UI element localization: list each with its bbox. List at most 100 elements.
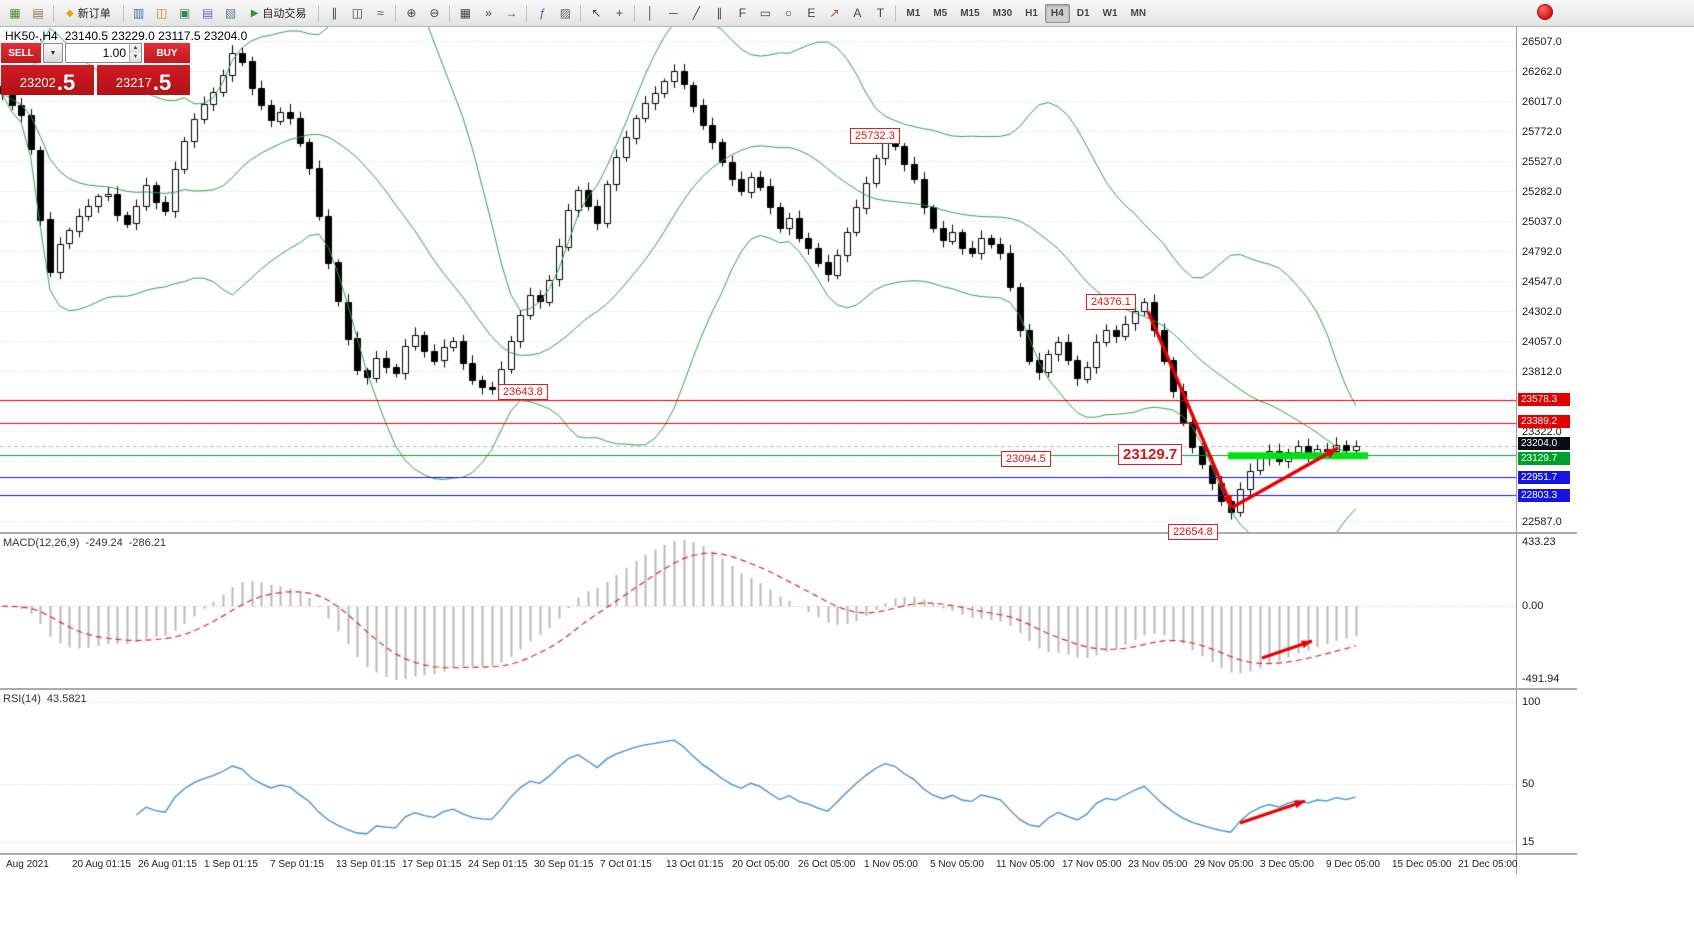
timeframe-button-m5[interactable]: M5: [933, 7, 948, 19]
text-icon[interactable]: A: [853, 6, 862, 20]
chevron-down-icon: ▼: [49, 49, 57, 57]
price-axis-label: 26017.0: [1522, 95, 1562, 108]
price-axis-label: 24302.0: [1522, 306, 1562, 319]
tile-windows-icon[interactable]: ▦: [459, 6, 472, 20]
toolbar-separator: [449, 4, 451, 22]
main-chart-canvas[interactable]: [0, 27, 1516, 532]
timeframe-button-m1[interactable]: M1: [906, 7, 921, 19]
chart-title: HK50-,H4 23140.5 23229.0 23117.5 23204.0: [5, 29, 254, 43]
time-axis-label: 1 Nov 05:00: [864, 859, 918, 870]
toolbar-separator: [53, 4, 54, 22]
autotrading-button[interactable]: ▶ 自动交易: [243, 2, 315, 24]
time-axis-label: 7 Sep 01:15: [270, 859, 324, 870]
price-axis-label: 23812.0: [1522, 366, 1562, 379]
arrows-icon[interactable]: ↗: [829, 6, 840, 20]
panel-separator[interactable]: [0, 688, 1577, 690]
zoom-in-icon[interactable]: ⊕: [406, 6, 417, 20]
macd-panel-canvas[interactable]: [0, 534, 1516, 688]
vertical-line-icon[interactable]: │: [646, 6, 655, 20]
candlestick-chart-icon[interactable]: ◫: [351, 6, 364, 20]
timeframe-button-w1[interactable]: W1: [1102, 7, 1118, 19]
time-axis-label: 17 Sep 01:15: [402, 859, 462, 870]
order-type-dropdown[interactable]: ▼: [43, 43, 63, 63]
sell-button[interactable]: SELL: [1, 43, 41, 63]
toolbar-separator: [895, 4, 897, 22]
time-axis-label: 21 Dec 05:00: [1458, 859, 1518, 870]
rsi-scale-50: 50: [1522, 778, 1535, 790]
volume-decrease-button[interactable]: ▼: [130, 53, 141, 62]
price-marker-23204.0: 23204.0: [1518, 436, 1570, 450]
strategy-tester-icon[interactable]: ▧: [225, 6, 237, 20]
chart-price-label-25732.3: 25732.3: [850, 128, 900, 144]
timeframe-button-h1[interactable]: H1: [1025, 7, 1038, 19]
market-watch-icon[interactable]: ▥: [133, 6, 145, 20]
line-chart-icon[interactable]: ≈: [377, 6, 384, 20]
price-axis-label: 25282.0: [1522, 186, 1562, 198]
autotrading-button-label: 自动交易: [262, 8, 307, 20]
time-axis-label: 29 Nov 05:00: [1194, 859, 1254, 870]
panel-separator[interactable]: [0, 532, 1577, 534]
volume-value: 1.00: [102, 46, 126, 60]
macd-name: MACD(12,26,9): [3, 537, 80, 549]
price-axis-label: 24547.0: [1522, 276, 1562, 289]
channel-icon[interactable]: ∥: [716, 6, 723, 20]
macd-main-value: -249.24: [85, 537, 123, 549]
volume-input[interactable]: 1.00 ▲ ▼: [65, 43, 142, 63]
time-axis-label: Aug 2021: [6, 859, 49, 870]
volume-increase-button[interactable]: ▲: [130, 44, 141, 53]
price-scale[interactable]: 433.23 0.00 -491.94 100 50 15 26507.0 262…: [1517, 27, 1593, 874]
sell-price-button[interactable]: 23202 .5: [1, 65, 94, 95]
price-axis-label: 25772.0: [1522, 125, 1562, 138]
rsi-panel-canvas[interactable]: [0, 690, 1516, 853]
timeframe-button-h4[interactable]: H4: [1044, 3, 1070, 23]
time-axis-label: 15 Dec 05:00: [1392, 859, 1452, 870]
indicators-icon[interactable]: ƒ: [539, 6, 546, 20]
buy-button[interactable]: BUY: [144, 43, 190, 63]
timeframe-button-d1[interactable]: D1: [1076, 7, 1090, 19]
new-order-button[interactable]: ◆ 新订单: [58, 2, 119, 24]
terminal-icon[interactable]: ▤: [202, 6, 214, 20]
price-axis-label: 25037.0: [1522, 216, 1562, 229]
trendline-icon[interactable]: ╱: [692, 6, 701, 20]
chart-price-label-23643.8: 23643.8: [498, 384, 548, 400]
horizontal-line-icon[interactable]: ─: [669, 6, 678, 20]
timeframe-button-m15[interactable]: M15: [960, 7, 980, 19]
cursor-icon[interactable]: ↖: [591, 6, 602, 20]
time-axis[interactable]: Aug 2021 20 Aug 01:15 26 Aug 01:15 1 Sep 01…: [0, 856, 1518, 874]
sell-price-frac: .5: [56, 70, 76, 95]
price-scale-border: [1516, 27, 1517, 874]
new-order-button-label: 新订单: [77, 8, 111, 20]
timeframe-button-m30[interactable]: M30: [992, 7, 1013, 19]
time-axis-label: 5 Nov 05:00: [930, 859, 984, 870]
buy-price-frac: .5: [152, 70, 172, 95]
macd-scale-min: -491.94: [1522, 673, 1560, 685]
chart-shift-icon[interactable]: →: [505, 6, 518, 20]
record-indicator-icon: [1537, 4, 1553, 20]
buy-price-button[interactable]: 23217 .5: [97, 65, 190, 95]
time-axis-label: 1 Sep 01:15: [204, 859, 258, 870]
data-window-icon[interactable]: ◫: [156, 6, 168, 20]
toolbar-separator: [318, 4, 320, 22]
toolbar-separator: [634, 4, 636, 22]
new-chart-icon[interactable]: ▦: [9, 6, 21, 20]
navigator-icon[interactable]: ▣: [179, 6, 191, 20]
equidistant-icon[interactable]: E: [807, 6, 816, 20]
auto-scroll-icon[interactable]: »: [485, 6, 492, 20]
crosshair-icon[interactable]: +: [615, 6, 623, 20]
text-label-icon[interactable]: T: [876, 6, 885, 20]
toolbar-separator: [526, 4, 528, 22]
price-marker-22951.7: 22951.7: [1518, 470, 1570, 484]
price-marker-23578.3: 23578.3: [1518, 392, 1570, 406]
fibonacci-icon[interactable]: F: [738, 6, 747, 20]
autotrading-button-icon: ▶: [250, 7, 259, 19]
profiles-icon[interactable]: ▤: [32, 6, 44, 20]
zoom-out-icon[interactable]: ⊖: [429, 6, 440, 20]
bar-chart-icon[interactable]: ∥: [331, 6, 338, 20]
templates-icon[interactable]: ▨: [559, 6, 572, 20]
shapes-icon[interactable]: ▭: [759, 6, 772, 20]
price-axis-label: 26262.0: [1522, 65, 1562, 78]
timeframe-button-mn[interactable]: MN: [1130, 7, 1147, 19]
ellipse-icon[interactable]: ○: [784, 6, 793, 20]
time-axis-label: 9 Dec 05:00: [1326, 859, 1380, 870]
price-marker-22803.3: 22803.3: [1518, 488, 1570, 502]
